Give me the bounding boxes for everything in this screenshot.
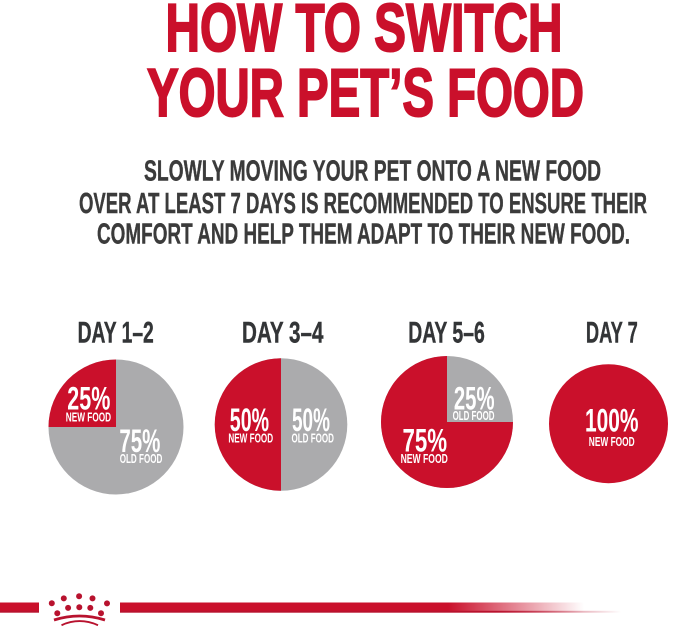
svg-text:50%: 50%: [230, 402, 269, 438]
svg-text:25%: 25%: [454, 380, 495, 416]
svg-text:NEW FOOD: NEW FOOD: [401, 452, 448, 466]
svg-text:NEW FOOD: NEW FOOD: [66, 411, 111, 425]
svg-text:OVER AT LEAST 7 DAYS IS RECOMM: OVER AT LEAST 7 DAYS IS RECOMMENDED TO E…: [79, 188, 647, 220]
svg-text:COMFORT AND HELP THEM ADAPT TO: COMFORT AND HELP THEM ADAPT TO THEIR NEW…: [97, 219, 630, 251]
svg-text:25%: 25%: [67, 380, 110, 416]
svg-text:SLOWLY MOVING YOUR PET ONTO A: SLOWLY MOVING YOUR PET ONTO A NEW FOOD: [144, 156, 601, 188]
svg-text:75%: 75%: [119, 423, 160, 459]
svg-text:50%: 50%: [292, 402, 330, 438]
svg-text:NEW FOOD: NEW FOOD: [228, 431, 273, 445]
svg-text:OLD FOOD: OLD FOOD: [120, 452, 163, 466]
svg-text:NEW FOOD: NEW FOOD: [589, 434, 635, 449]
svg-text:YOUR PET’S FOOD: YOUR PET’S FOOD: [147, 55, 584, 131]
svg-text:DAY 1–2: DAY 1–2: [78, 317, 154, 350]
svg-text:100%: 100%: [585, 402, 639, 438]
svg-text:HOW TO SWITCH: HOW TO SWITCH: [166, 0, 563, 66]
svg-text:OLD FOOD: OLD FOOD: [292, 431, 335, 445]
svg-text:OLD FOOD: OLD FOOD: [453, 409, 495, 423]
svg-text:75%: 75%: [403, 422, 448, 458]
svg-text:DAY 3–4: DAY 3–4: [242, 317, 324, 350]
svg-text:DAY 7: DAY 7: [586, 317, 638, 350]
svg-text:DAY 5–6: DAY 5–6: [408, 317, 485, 350]
